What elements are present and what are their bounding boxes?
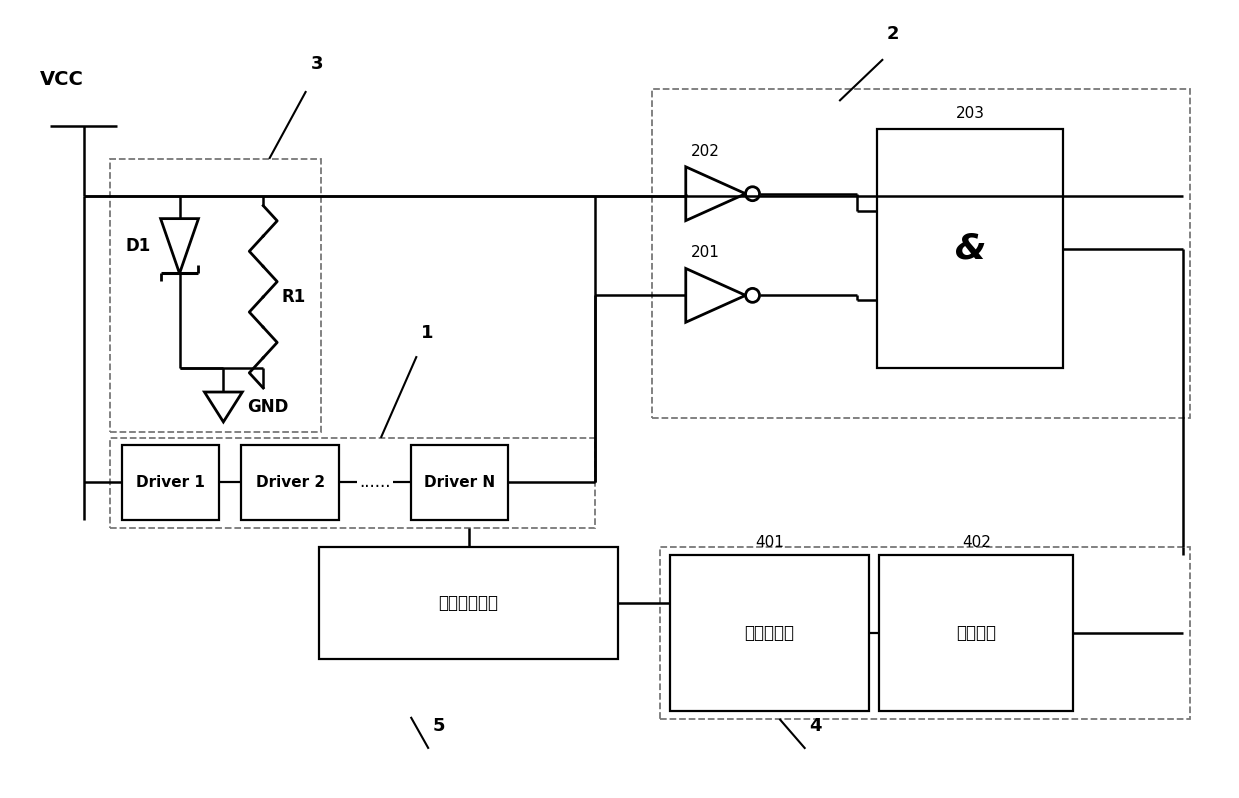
Text: VCC: VCC [40,70,84,89]
Text: 203: 203 [955,106,985,121]
Bar [320,547,618,659]
Text: 402: 402 [961,535,991,551]
Polygon shape [161,219,198,274]
Circle shape [746,187,760,200]
Text: 1: 1 [421,324,434,342]
Text: 4: 4 [809,717,821,735]
Bar [121,444,219,519]
Text: Driver N: Driver N [424,475,496,490]
Text: 401: 401 [755,535,784,551]
Text: 3: 3 [311,55,323,73]
Bar [242,444,339,519]
Text: Driver 1: Driver 1 [136,475,204,490]
Text: D1: D1 [125,237,151,255]
Polygon shape [685,268,746,322]
Polygon shape [685,167,746,220]
Text: 2: 2 [887,26,900,43]
Text: 驱动主芯片: 驱动主芯片 [745,624,794,642]
Bar [880,555,1073,711]
Text: 201: 201 [691,246,720,260]
Text: &: & [954,231,986,266]
Circle shape [746,288,760,302]
Polygon shape [204,392,243,422]
Text: 时序控制电路: 时序控制电路 [439,595,498,612]
Text: 202: 202 [691,144,720,159]
Text: ......: ...... [359,472,390,491]
Text: R1: R1 [281,288,306,306]
Bar [877,129,1063,368]
Bar [670,555,869,711]
Text: Driver 2: Driver 2 [255,475,325,490]
Text: GND: GND [248,398,289,416]
Bar [411,444,508,519]
Text: 5: 5 [432,717,445,735]
Text: 闪存芯片: 闪存芯片 [957,624,996,642]
